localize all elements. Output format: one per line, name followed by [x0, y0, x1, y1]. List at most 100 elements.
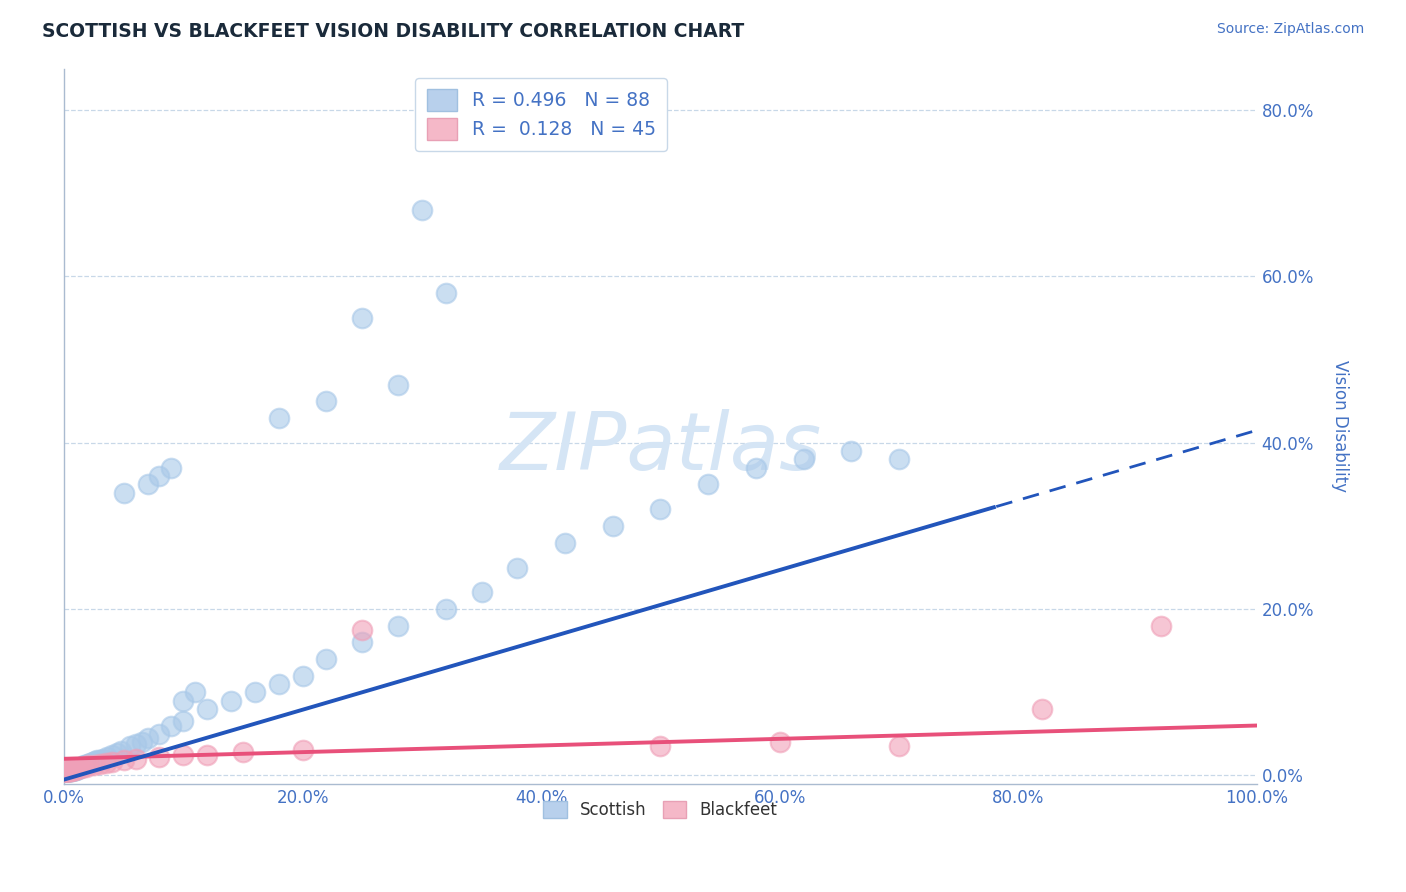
Point — [53, 764, 76, 779]
Point — [53, 764, 76, 779]
Point — [887, 739, 910, 754]
Point — [172, 693, 194, 707]
Point — [53, 764, 76, 779]
Point — [56, 764, 79, 779]
Point — [65, 762, 87, 776]
Point — [63, 764, 86, 778]
Point — [59, 764, 82, 779]
Point — [55, 764, 77, 779]
Point — [56, 764, 79, 779]
Legend: Scottish, Blackfeet: Scottish, Blackfeet — [537, 794, 785, 825]
Point — [76, 757, 98, 772]
Point — [96, 750, 118, 764]
Point — [136, 731, 159, 745]
Point — [434, 602, 457, 616]
Point — [1031, 702, 1053, 716]
Point — [65, 763, 87, 777]
Point — [56, 764, 79, 779]
Point — [59, 764, 82, 778]
Point — [53, 764, 76, 779]
Point — [60, 764, 83, 778]
Point — [291, 668, 314, 682]
Point — [195, 702, 218, 716]
Point — [148, 469, 170, 483]
Point — [887, 452, 910, 467]
Point — [131, 735, 153, 749]
Point — [59, 764, 82, 778]
Point — [58, 764, 80, 779]
Point — [58, 764, 80, 779]
Point — [55, 764, 77, 779]
Point — [65, 762, 87, 776]
Point — [554, 535, 576, 549]
Point — [769, 735, 792, 749]
Point — [59, 764, 82, 779]
Point — [315, 394, 337, 409]
Point — [62, 763, 84, 777]
Y-axis label: Vision Disability: Vision Disability — [1331, 360, 1348, 492]
Point — [650, 739, 672, 754]
Point — [745, 460, 768, 475]
Point — [59, 764, 82, 779]
Point — [243, 685, 266, 699]
Point — [411, 202, 433, 217]
Point — [93, 752, 115, 766]
Point — [650, 502, 672, 516]
Point — [66, 762, 89, 776]
Point — [124, 737, 146, 751]
Point — [58, 764, 80, 779]
Point — [72, 759, 94, 773]
Point — [58, 764, 80, 779]
Text: SCOTTISH VS BLACKFEET VISION DISABILITY CORRELATION CHART: SCOTTISH VS BLACKFEET VISION DISABILITY … — [42, 22, 744, 41]
Point — [83, 757, 105, 772]
Point — [60, 764, 83, 779]
Point — [387, 377, 409, 392]
Point — [470, 585, 492, 599]
Point — [434, 286, 457, 301]
Text: Source: ZipAtlas.com: Source: ZipAtlas.com — [1216, 22, 1364, 37]
Point — [79, 756, 101, 770]
Point — [267, 410, 290, 425]
Point — [839, 444, 862, 458]
Point — [67, 762, 90, 776]
Point — [315, 652, 337, 666]
Point — [136, 477, 159, 491]
Point — [77, 756, 100, 771]
Point — [62, 764, 84, 778]
Text: ZIPatlas: ZIPatlas — [499, 409, 821, 486]
Point — [110, 744, 132, 758]
Point — [55, 764, 77, 779]
Point — [89, 753, 111, 767]
Point — [86, 754, 108, 768]
Point — [352, 311, 374, 326]
Point — [184, 685, 207, 699]
Point — [55, 764, 77, 779]
Point — [82, 755, 104, 769]
Point — [67, 761, 90, 775]
Point — [69, 760, 91, 774]
Point — [506, 560, 529, 574]
Point — [60, 764, 83, 778]
Point — [53, 764, 76, 779]
Point — [53, 764, 76, 779]
Point — [291, 743, 314, 757]
Point — [55, 764, 77, 779]
Point — [70, 760, 93, 774]
Point — [63, 763, 86, 777]
Point — [84, 754, 107, 768]
Point — [73, 758, 96, 772]
Point — [69, 761, 91, 775]
Point — [62, 763, 84, 777]
Point — [160, 460, 183, 475]
Point — [94, 756, 117, 770]
Point — [60, 764, 83, 778]
Point — [105, 746, 128, 760]
Point — [124, 752, 146, 766]
Point — [60, 764, 83, 779]
Point — [58, 764, 80, 779]
Point — [53, 764, 76, 779]
Point — [56, 764, 79, 779]
Point — [172, 747, 194, 762]
Point — [69, 761, 91, 775]
Point — [75, 760, 97, 774]
